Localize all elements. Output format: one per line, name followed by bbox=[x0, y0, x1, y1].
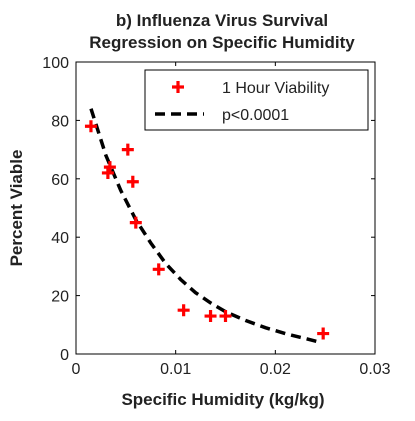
axes-frame bbox=[75, 61, 376, 355]
data-point bbox=[219, 310, 232, 323]
y-tick-label: 80 bbox=[51, 113, 69, 130]
data-point bbox=[204, 310, 217, 323]
chart-title-line-1: b) Influenza Virus Survival bbox=[116, 11, 328, 30]
y-tick-label: 40 bbox=[51, 230, 69, 247]
x-axis-label: Specific Humidity (kg/kg) bbox=[121, 390, 324, 409]
legend-box bbox=[144, 69, 369, 131]
data-point bbox=[101, 166, 114, 179]
y-tick-label: 60 bbox=[51, 172, 69, 189]
x-tick-label: 0.01 bbox=[160, 361, 191, 378]
chart-title-line-2: Regression on Specific Humidity bbox=[89, 33, 355, 52]
legend-marker-viability bbox=[172, 81, 184, 93]
y-axis-label: Percent Viable bbox=[7, 150, 26, 267]
y-tick-label: 20 bbox=[51, 289, 69, 306]
data-point bbox=[177, 304, 190, 317]
data-point bbox=[317, 327, 330, 340]
data-point bbox=[129, 216, 142, 229]
legend-label-viability: 1 Hour Viability bbox=[222, 80, 329, 97]
x-tick-label: 0 bbox=[72, 361, 81, 378]
x-tick-label: 0.03 bbox=[359, 361, 390, 378]
data-point bbox=[103, 161, 116, 174]
regression-line bbox=[89, 108, 321, 344]
data-point bbox=[152, 263, 165, 276]
data-point bbox=[84, 120, 97, 133]
data-point bbox=[121, 143, 134, 156]
y-tick-label: 100 bbox=[42, 55, 69, 72]
legend-label-regression: p<0.0001 bbox=[222, 107, 289, 124]
y-tick-label: 0 bbox=[60, 347, 69, 364]
x-tick-label: 0.02 bbox=[260, 361, 291, 378]
plot-area: 0 0.01 0.02 0.03 0 20 40 60 80 100 1 Hour Viabilit… bbox=[42, 55, 390, 378]
data-point bbox=[126, 175, 139, 188]
